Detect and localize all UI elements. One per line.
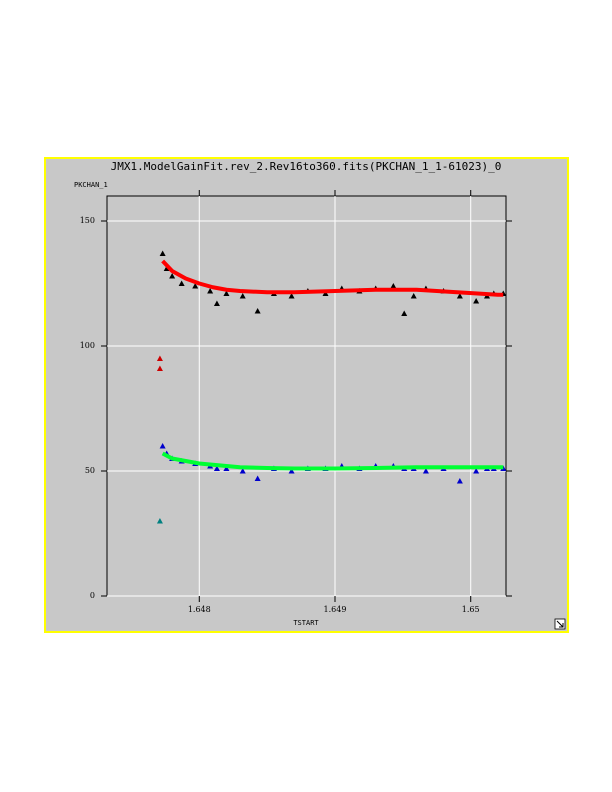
data-point [213, 300, 220, 306]
data-point [178, 280, 185, 286]
data-point [239, 468, 246, 474]
data-point [192, 283, 199, 289]
x-tick-label: 1.648 [188, 605, 211, 614]
y-tick-label: 50 [85, 466, 95, 475]
fit-line [161, 451, 504, 471]
y-axis-label: PKCHAN_1 [74, 181, 108, 189]
data-point [223, 290, 230, 296]
data-point [456, 293, 463, 299]
data-point [410, 293, 417, 299]
x-tick-label: 1.65 [462, 605, 480, 614]
data-point [254, 475, 261, 481]
data-point [473, 298, 480, 304]
data-point [159, 443, 166, 449]
panel [44, 157, 569, 633]
data-point [456, 478, 463, 484]
y-tick-label: 150 [80, 216, 95, 225]
y-tick-label: 0 [90, 591, 95, 600]
data-point [254, 308, 261, 314]
data-point [401, 310, 408, 316]
data-point [159, 250, 166, 256]
data-point [288, 293, 295, 299]
chart-title: JMX1.ModelGainFit.rev_2.Rev16to360.fits(… [111, 160, 502, 173]
data-point [288, 468, 295, 474]
y-tick-label: 100 [80, 341, 95, 350]
data-point [422, 468, 429, 474]
x-tick-label: 1.649 [324, 605, 347, 614]
resize-icon[interactable] [554, 618, 566, 630]
fit-line [161, 259, 504, 297]
x-axis-label: TSTART [293, 619, 319, 627]
data-point [473, 468, 480, 474]
data-point [156, 518, 163, 524]
data-point [213, 465, 220, 471]
data-point [390, 283, 397, 289]
data-point [207, 288, 214, 294]
data-point [156, 355, 163, 361]
data-point [169, 273, 176, 279]
data-point [239, 293, 246, 299]
data-point [223, 465, 230, 471]
data-point [156, 365, 163, 371]
